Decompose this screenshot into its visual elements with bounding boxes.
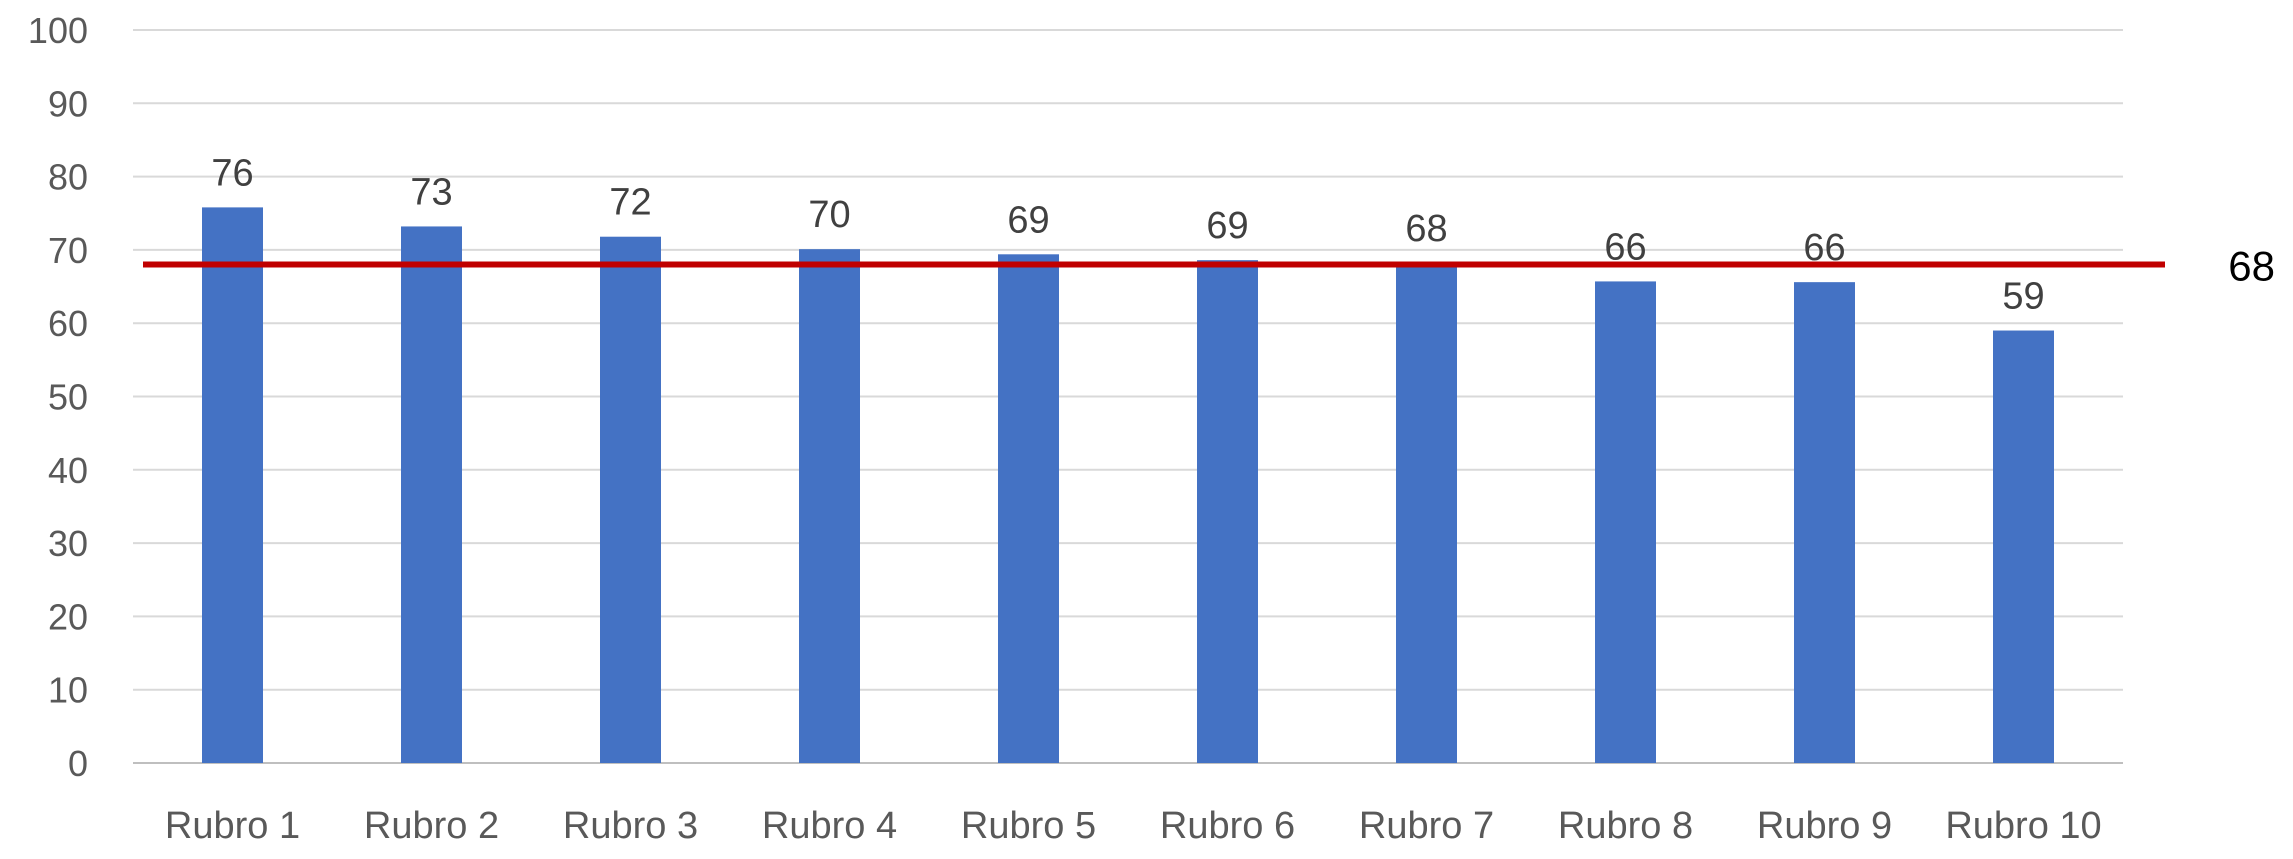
y-tick-label: 0 xyxy=(68,743,88,784)
bar xyxy=(202,207,263,764)
data-label: 66 xyxy=(1604,226,1646,268)
y-tick-label: 100 xyxy=(28,10,88,51)
y-tick-label: 40 xyxy=(48,450,88,491)
bar xyxy=(1396,263,1457,763)
bar xyxy=(1794,282,1855,763)
reference-line-group: 68 xyxy=(143,243,2275,290)
x-tick-label: Rubro 9 xyxy=(1757,805,1892,847)
x-tick-label: Rubro 6 xyxy=(1160,805,1295,847)
data-label: 70 xyxy=(808,194,850,236)
y-axis-tick-labels: 0 10 20 30 40 50 60 70 80 90 100 xyxy=(28,10,88,784)
bars xyxy=(202,207,2054,764)
x-axis-tick-labels: Rubro 1 Rubro 2 Rubro 3 Rubro 4 Rubro 5 Rubro… xyxy=(165,805,2102,847)
data-label: 59 xyxy=(2002,276,2044,318)
x-tick-label: Rubro 7 xyxy=(1359,805,1494,847)
data-label: 73 xyxy=(410,171,452,213)
bar xyxy=(1197,260,1258,763)
gridlines xyxy=(133,29,2123,764)
data-label: 68 xyxy=(1405,208,1447,250)
y-tick-label: 30 xyxy=(48,523,88,564)
data-label: 69 xyxy=(1206,205,1248,247)
reference-line-label: 68 xyxy=(2228,243,2275,290)
bar xyxy=(600,236,661,763)
y-tick-label: 80 xyxy=(48,157,88,198)
x-tick-label: Rubro 4 xyxy=(762,805,897,847)
y-tick-label: 60 xyxy=(48,303,88,344)
bar xyxy=(1993,330,2054,763)
bar xyxy=(401,226,462,764)
x-tick-label: Rubro 8 xyxy=(1558,805,1693,847)
y-tick-label: 20 xyxy=(48,596,88,637)
x-tick-label: Rubro 2 xyxy=(364,805,499,847)
data-label: 69 xyxy=(1007,199,1049,241)
x-tick-label: Rubro 5 xyxy=(961,805,1096,847)
data-label: 76 xyxy=(211,152,253,194)
bar xyxy=(799,249,860,764)
y-tick-label: 10 xyxy=(48,670,88,711)
bar xyxy=(998,254,1059,763)
data-label: 72 xyxy=(609,182,651,224)
y-tick-label: 70 xyxy=(48,230,88,271)
x-tick-label: Rubro 1 xyxy=(165,805,300,847)
x-tick-label: Rubro 3 xyxy=(563,805,698,847)
bar xyxy=(1595,281,1656,763)
y-tick-label: 90 xyxy=(48,83,88,124)
y-tick-label: 50 xyxy=(48,377,88,418)
x-tick-label: Rubro 10 xyxy=(1945,805,2101,847)
